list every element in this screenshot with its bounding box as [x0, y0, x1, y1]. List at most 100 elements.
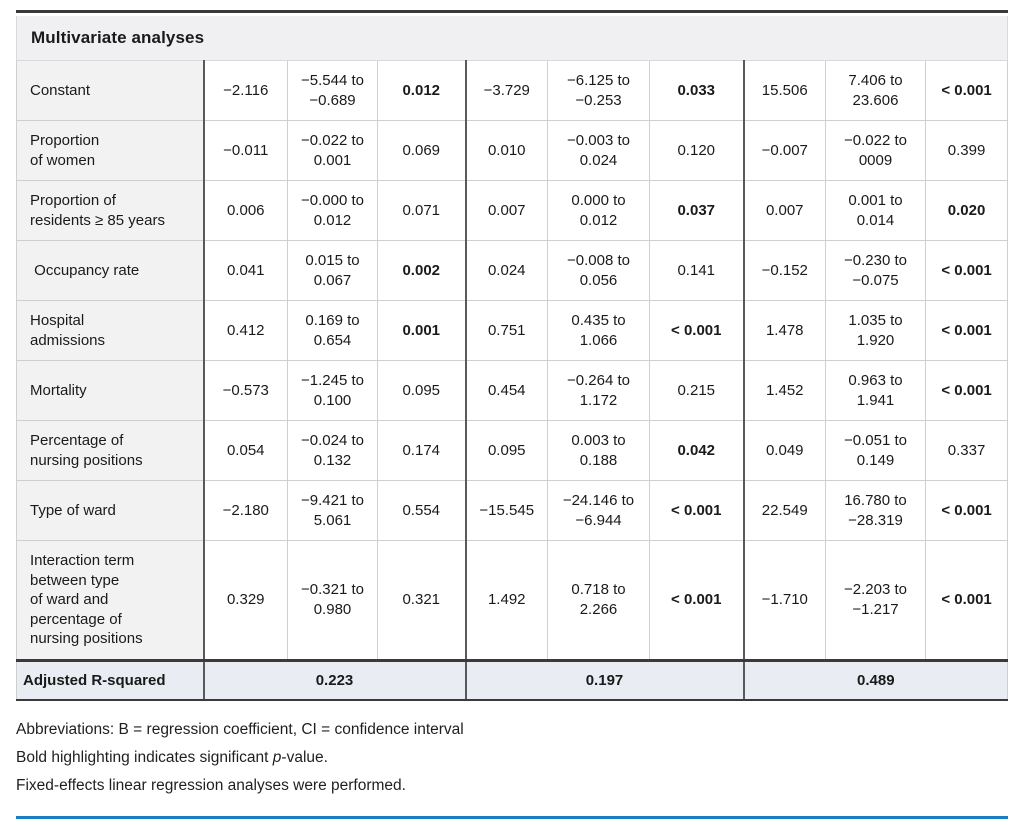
cell-ci2: 0.435 to 1.066	[547, 300, 650, 361]
row-label: Percentage of nursing positions	[16, 420, 205, 481]
header-row: Multivariate analyses	[15, 16, 1009, 61]
cell-ci1: 0.169 to 0.654	[287, 300, 378, 361]
cell-p3: 0.020	[924, 180, 1009, 241]
cell-p2: 0.120	[649, 120, 744, 181]
note-italic-p: p	[272, 749, 282, 767]
cell-ci2: −0.264 to 1.172	[547, 360, 650, 421]
table-row-constant: Constant −2.116 −5.544 to −0.689 0.012 −…	[16, 60, 1009, 121]
abbreviations-note: Abbreviations: B = regression coefficien…	[16, 721, 464, 738]
cell-b3: 1.452	[742, 360, 826, 421]
cell-b3: 15.506	[742, 60, 826, 121]
cell-p1: 0.069	[377, 120, 466, 181]
cell-b1: 0.329	[203, 540, 288, 661]
cell-b2: 0.010	[464, 120, 548, 181]
table-row-interaction-term: Interaction term between type of ward an…	[16, 540, 1009, 661]
table-row-occupancy-rate: Occupancy rate 0.041 0.015 to 0.067 0.00…	[16, 240, 1009, 301]
cell-ci3: −0.051 to 0.149	[825, 420, 926, 481]
cell-p3: 0.337	[924, 420, 1009, 481]
cell-b3: 1.478	[742, 300, 826, 361]
cell-p2: 0.033	[649, 60, 744, 121]
cell-p2: 0.037	[649, 180, 744, 241]
cell-ci1: −1.245 to 0.100	[287, 360, 378, 421]
cell-b2: −3.729	[464, 60, 548, 121]
table-title: Multivariate analyses	[15, 16, 1009, 61]
row-label: Type of ward	[16, 480, 205, 541]
cell-ci1: −0.321 to 0.980	[287, 540, 378, 661]
bold-highlighting-note: Bold highlighting indicates significant …	[16, 744, 1008, 772]
cell-b1: 0.412	[203, 300, 288, 361]
cell-b1: −0.573	[203, 360, 288, 421]
cell-p1: 0.002	[377, 240, 466, 301]
cell-b2: 0.454	[464, 360, 548, 421]
cell-p2: < 0.001	[649, 480, 744, 541]
cell-ci2: −0.008 to 0.056	[547, 240, 650, 301]
footnotes: Abbreviations: B = regression coefficien…	[16, 716, 1008, 801]
cell-b2: 0.095	[464, 420, 548, 481]
cell-b2: 0.751	[464, 300, 548, 361]
cell-p3: < 0.001	[924, 240, 1009, 301]
summary-label: Adjusted R-squared	[16, 658, 205, 701]
bottom-blue-rule	[16, 815, 1008, 819]
table-row-proportion-women: Proportion of women −0.011 −0.022 to 0.0…	[16, 120, 1009, 181]
cell-p2: 0.042	[649, 420, 744, 481]
table-row-type-of-ward: Type of ward −2.180 −9.421 to 5.061 0.55…	[16, 480, 1009, 541]
cell-ci1: −0.024 to 0.132	[287, 420, 378, 481]
cell-b2: −15.545	[464, 480, 548, 541]
cell-b3: 0.049	[742, 420, 826, 481]
cell-ci3: −0.022 to 0009	[825, 120, 926, 181]
cell-ci3: 7.406 to 23.606	[825, 60, 926, 121]
cell-p1: 0.071	[377, 180, 466, 241]
cell-ci2: 0.003 to 0.188	[547, 420, 650, 481]
cell-p2: < 0.001	[649, 300, 744, 361]
row-label: Constant	[16, 60, 205, 121]
table-row-nursing-positions: Percentage of nursing positions 0.054 −0…	[16, 420, 1009, 481]
cell-ci1: 0.015 to 0.067	[287, 240, 378, 301]
cell-ci3: 16.780 to −28.319	[825, 480, 926, 541]
cell-p3: 0.399	[924, 120, 1009, 181]
cell-b2: 1.492	[464, 540, 548, 661]
cell-b1: −0.011	[203, 120, 288, 181]
cell-ci2: −6.125 to −0.253	[547, 60, 650, 121]
cell-ci1: −9.421 to 5.061	[287, 480, 378, 541]
cell-p1: 0.012	[377, 60, 466, 121]
row-label: Occupancy rate	[16, 240, 205, 301]
cell-b3: 22.549	[742, 480, 826, 541]
cell-b2: 0.024	[464, 240, 548, 301]
cell-b3: −1.710	[742, 540, 826, 661]
cell-b3: −0.152	[742, 240, 826, 301]
cell-p1: 0.001	[377, 300, 466, 361]
cell-ci1: −0.022 to 0.001	[287, 120, 378, 181]
row-label: Mortality	[16, 360, 205, 421]
row-label: Interaction term between type of ward an…	[16, 540, 205, 661]
cell-p3: < 0.001	[924, 300, 1009, 361]
cell-p1: 0.554	[377, 480, 466, 541]
adjusted-r-squared-2: 0.197	[464, 658, 744, 701]
cell-b1: −2.116	[203, 60, 288, 121]
cell-ci2: −0.003 to 0.024	[547, 120, 650, 181]
row-label: Proportion of residents ≥ 85 years	[16, 180, 205, 241]
cell-b1: 0.054	[203, 420, 288, 481]
cell-ci2: −24.146 to −6.944	[547, 480, 650, 541]
cell-p3: < 0.001	[924, 540, 1009, 661]
cell-ci2: 0.718 to 2.266	[547, 540, 650, 661]
cell-b1: 0.041	[203, 240, 288, 301]
summary-row: Adjusted R-squared 0.223 0.197 0.489	[16, 658, 1009, 701]
row-label: Hospital admissions	[16, 300, 205, 361]
cell-ci2: 0.000 to 0.012	[547, 180, 650, 241]
cell-ci1: −0.000 to 0.012	[287, 180, 378, 241]
cell-p2: 0.215	[649, 360, 744, 421]
cell-ci1: −5.544 to −0.689	[287, 60, 378, 121]
cell-ci3: −2.203 to −1.217	[825, 540, 926, 661]
cell-p1: 0.321	[377, 540, 466, 661]
table-row-mortality: Mortality −0.573 −1.245 to 0.100 0.095 0…	[16, 360, 1009, 421]
cell-b1: 0.006	[203, 180, 288, 241]
cell-b1: −2.180	[203, 480, 288, 541]
cell-p3: < 0.001	[924, 360, 1009, 421]
cell-b3: 0.007	[742, 180, 826, 241]
cell-p2: < 0.001	[649, 540, 744, 661]
cell-p3: < 0.001	[924, 480, 1009, 541]
table-row-hospital-admissions: Hospital admissions 0.412 0.169 to 0.654…	[16, 300, 1009, 361]
fixed-effects-note: Fixed-effects linear regression analyses…	[16, 777, 406, 795]
cell-p1: 0.095	[377, 360, 466, 421]
